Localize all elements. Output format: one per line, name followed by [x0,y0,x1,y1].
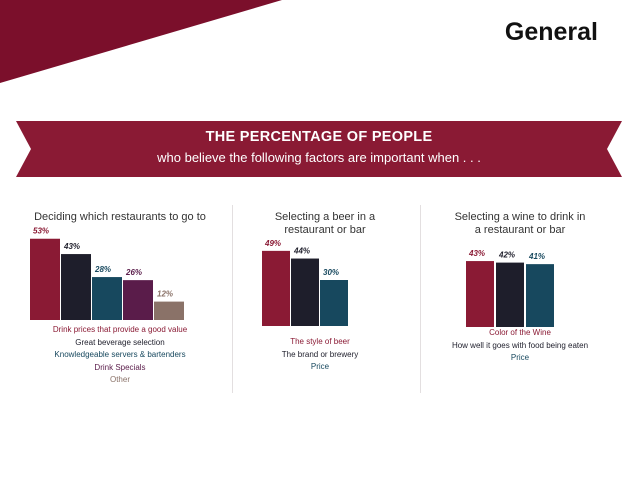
legend-item: Drink prices that provide a good value [52,325,188,334]
bar [526,264,554,327]
data-label: 43% [63,242,80,251]
legend-item: Drink Specials [94,362,146,372]
legend-item: Color of the Wine [489,328,551,337]
data-label: 44% [293,247,310,256]
data-label: 42% [498,251,515,260]
legend-item: Price [510,353,530,362]
legend-item: Great beverage selection [75,337,165,347]
data-label: 12% [157,290,173,299]
legend-item: Price [310,362,330,371]
bar [92,277,122,320]
slide-title: General [504,18,598,46]
data-label: 43% [468,249,485,258]
legend-item: The style of beer [290,337,350,346]
chart-restaurants: 53% 43% 28% 26% 12% [30,227,184,320]
legend-wine: Color of the Wine How well it goes with … [430,327,610,365]
chart-title-line: Selecting a wine to drink in [454,211,586,223]
divider [420,205,421,393]
bar [154,301,184,320]
chart-title-beer: Selecting a beer in a restaurant or bar [240,211,410,237]
chart-title-line: Deciding which restaurants to go to [34,211,206,223]
data-label: 53% [33,227,49,236]
legend-item: Knowledgeable servers & bartenders [54,350,186,359]
bar [466,261,494,327]
chart-wine: 43% 42% 41% [466,249,554,327]
chart-title-line: Selecting a beer in a [274,211,376,223]
bar [496,262,524,327]
data-label: 28% [94,265,111,274]
bar [320,280,348,326]
legend-item: Other [109,375,130,384]
divider [232,205,233,393]
bar [30,238,60,320]
data-label: 26% [125,268,142,277]
data-label: 30% [323,268,339,277]
bar [123,280,153,320]
legend-item: How well it goes with food being eaten [451,340,589,350]
bar [291,258,319,326]
bar [61,254,91,320]
bar [262,250,290,326]
chart-title-wine: Selecting a wine to drink in a restauran… [430,211,610,237]
data-label: 41% [528,252,545,261]
banner-title: THE PERCENTAGE OF PEOPLE [205,129,433,145]
chart-title-restaurants: Deciding which restaurants to go to [20,211,220,224]
legend-item: The brand or brewery [281,349,359,359]
legend-restaurants: Drink prices that provide a good value G… [20,324,220,387]
banner-subtitle: who believe the following factors are im… [157,150,481,165]
data-label: 49% [264,239,281,248]
chart-title-line: restaurant or bar [284,224,366,236]
chart-title-line: a restaurant or bar [474,224,566,236]
legend-beer: The style of beer The brand or brewery P… [240,336,400,374]
chart-beer: 49% 44% 30% [262,239,348,326]
